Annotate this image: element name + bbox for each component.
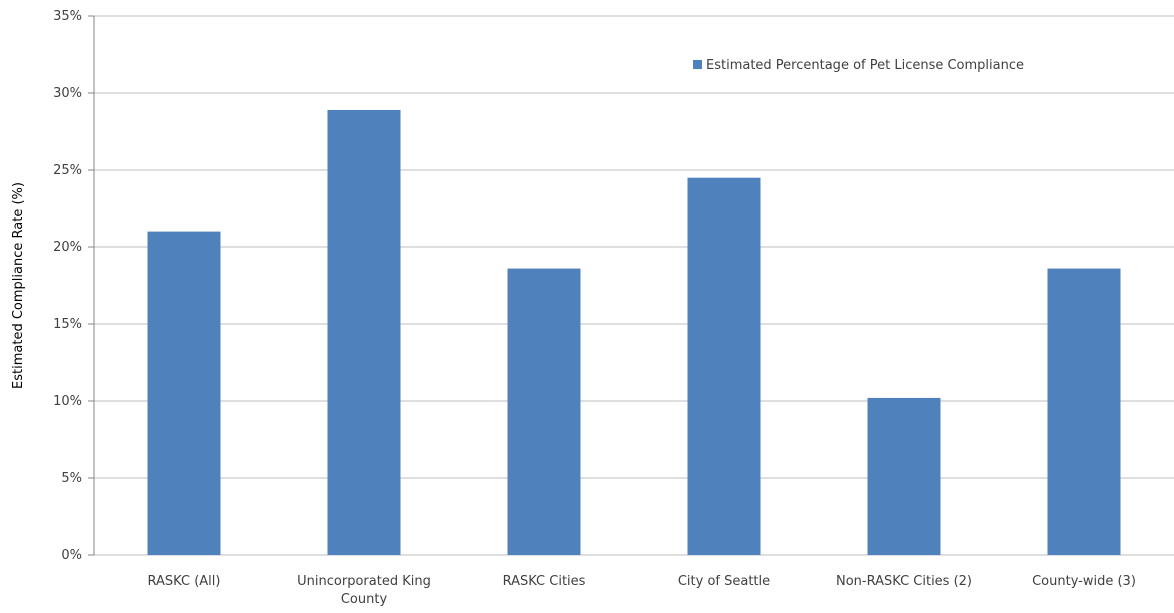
bar	[1047, 268, 1121, 555]
gridlines	[94, 15, 1174, 556]
bar	[687, 177, 761, 555]
x-category-label: City of Seattle	[678, 574, 770, 589]
bar	[147, 231, 221, 555]
y-tick-label: 35%	[53, 9, 82, 24]
y-tick-label: 25%	[53, 163, 82, 178]
bar	[507, 268, 581, 555]
y-tick-label: 5%	[61, 471, 82, 486]
x-category-label: Non-RASKC Cities (2)	[836, 574, 972, 589]
x-category-label: County	[341, 592, 388, 607]
legend-label: Estimated Percentage of Pet License Comp…	[706, 58, 1024, 73]
x-category-label: RASKC (All)	[148, 574, 221, 589]
legend: Estimated Percentage of Pet License Comp…	[693, 58, 1024, 73]
y-tick-label: 0%	[61, 548, 82, 563]
y-tick-label: 15%	[53, 317, 82, 332]
x-axis-labels: RASKC (All) Unincorporated King County RASK…	[148, 574, 1136, 607]
bar	[867, 397, 941, 555]
x-category-label: RASKC Cities	[503, 574, 586, 589]
y-tick-label: 10%	[53, 394, 82, 409]
bars	[147, 109, 1121, 555]
x-category-label: Unincorporated King	[297, 574, 431, 589]
y-tick-label: 30%	[53, 86, 82, 101]
y-axis-title: Estimated Compliance Rate (%)	[11, 182, 26, 389]
y-tick-label: 20%	[53, 240, 82, 255]
legend-swatch	[693, 60, 702, 69]
bar	[327, 109, 401, 555]
x-category-label: County-wide (3)	[1032, 574, 1136, 589]
y-axis-ticks: 0% 5% 10% 15% 20% 25% 30% 35%	[53, 9, 94, 563]
